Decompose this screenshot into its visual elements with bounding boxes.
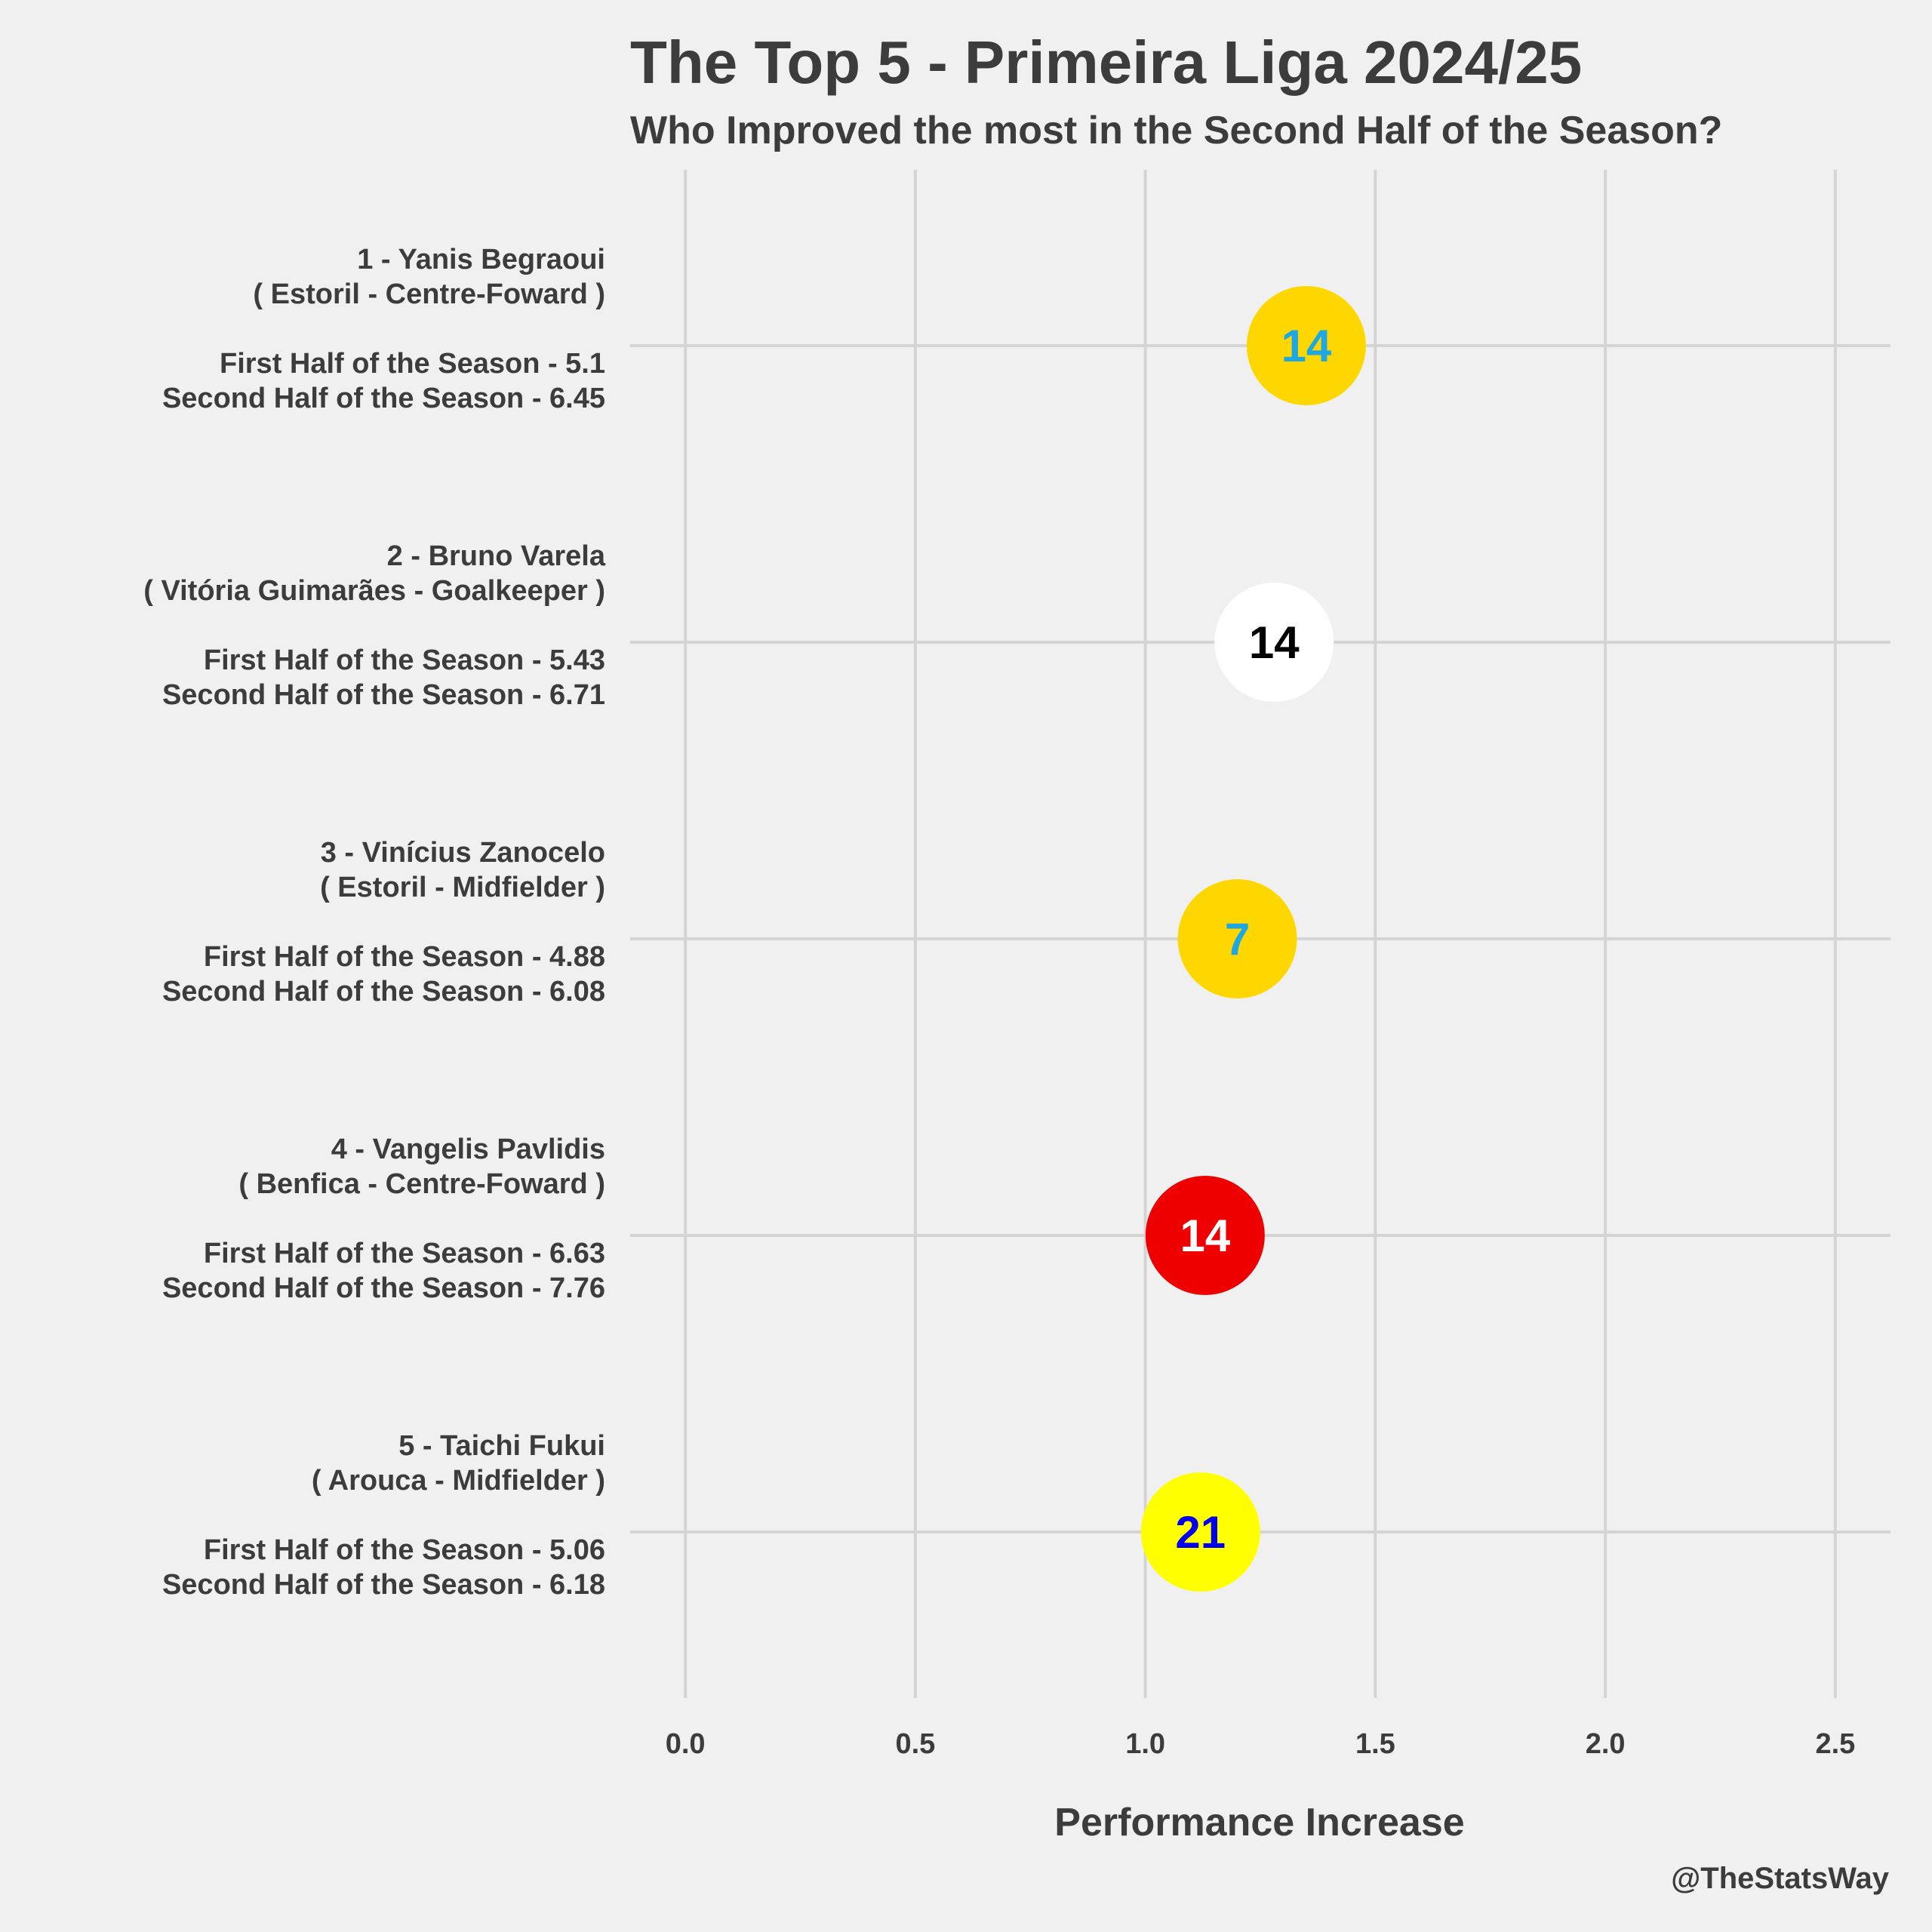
- second-half-rating-label: Second Half of the Season - 6.08: [162, 976, 605, 1008]
- data-point-marker: [1140, 1472, 1260, 1592]
- data-point-marker: [1214, 583, 1334, 702]
- data-point-label: 14: [1249, 617, 1300, 668]
- x-tick-label: 0.5: [895, 1728, 935, 1760]
- player-name-label: 5 - Taichi Fukui: [398, 1430, 605, 1462]
- data-points: 14 14 7 14 21: [1140, 286, 1366, 1592]
- x-tick-label: 1.5: [1355, 1728, 1395, 1760]
- credit-text: @TheStatsWay: [1671, 1862, 1889, 1895]
- second-half-rating-label: Second Half of the Season - 6.71: [162, 679, 605, 711]
- chart-subtitle: Who Improved the most in the Second Half…: [630, 109, 1722, 152]
- first-half-rating-label: First Half of the Season - 5.43: [204, 645, 605, 676]
- player-name-label: 1 - Yanis Begraoui: [357, 244, 605, 275]
- first-half-rating-label: First Half of the Season - 6.63: [204, 1238, 605, 1269]
- player-name-label: 4 - Vangelis Pavlidis: [331, 1134, 605, 1165]
- player-name-label: 2 - Bruno Varela: [387, 540, 606, 572]
- x-tick-label: 1.0: [1125, 1728, 1165, 1760]
- player-club-label: ( Arouca - Midfielder ): [312, 1465, 605, 1497]
- data-point-label: 21: [1175, 1507, 1226, 1558]
- second-half-rating-label: Second Half of the Season - 7.76: [162, 1272, 605, 1304]
- chart-title: The Top 5 - Primeira Liga 2024/25: [630, 29, 1582, 96]
- second-half-rating-label: Second Half of the Season - 6.45: [162, 383, 605, 414]
- first-half-rating-label: First Half of the Season - 4.88: [204, 941, 605, 973]
- player-club-label: ( Estoril - Centre-Foward ): [253, 278, 605, 310]
- data-point-marker: [1145, 1176, 1265, 1295]
- x-tick-label: 2.0: [1586, 1728, 1626, 1760]
- second-half-rating-label: Second Half of the Season - 6.18: [162, 1569, 605, 1601]
- data-point-label: 14: [1281, 321, 1332, 371]
- player-club-label: ( Vitória Guimarães - Goalkeeper ): [143, 575, 605, 607]
- player-club-label: ( Benfica - Centre-Foward ): [238, 1168, 605, 1200]
- first-half-rating-label: First Half of the Season - 5.06: [204, 1534, 605, 1566]
- x-tick-label: 0.0: [666, 1728, 706, 1760]
- y-axis-labels: 1 - Yanis Begraoui( Estoril - Centre-Fow…: [143, 244, 606, 1601]
- first-half-rating-label: First Half of the Season - 5.1: [220, 348, 605, 380]
- data-point-label: 14: [1180, 1211, 1230, 1261]
- x-tick-label: 2.5: [1815, 1728, 1855, 1760]
- player-name-label: 3 - Vinícius Zanocelo: [321, 837, 605, 869]
- data-point-label: 7: [1225, 914, 1250, 964]
- player-club-label: ( Estoril - Midfielder ): [320, 872, 605, 903]
- data-point-marker: [1246, 286, 1366, 405]
- x-axis-label: Performance Increase: [1054, 1801, 1464, 1844]
- data-point-marker: [1177, 879, 1297, 998]
- x-axis-ticks: 0.0 0.5 1.0 1.5 2.0 2.5: [666, 1728, 1856, 1760]
